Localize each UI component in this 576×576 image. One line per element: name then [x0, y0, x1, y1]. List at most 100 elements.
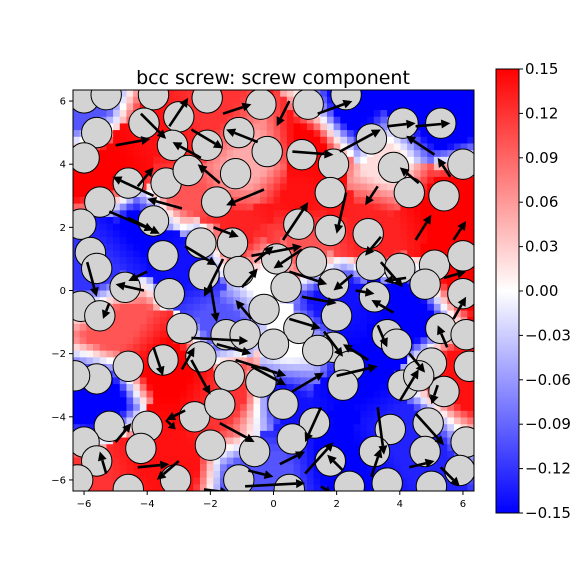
heatmap-cell — [300, 364, 308, 372]
heatmap-cell — [213, 243, 221, 251]
heatmap-cell — [186, 390, 194, 399]
heatmap-cell — [413, 330, 422, 338]
heatmap-cell — [320, 330, 328, 338]
heatmap-cell — [86, 283, 94, 292]
heatmap-cell — [166, 216, 174, 225]
atom-marker — [73, 142, 100, 174]
heatmap-cell — [260, 424, 268, 432]
atom-marker — [223, 255, 255, 288]
heatmap-cell — [99, 156, 108, 165]
heatmap-cell — [213, 484, 221, 491]
heatmap-cell — [220, 297, 228, 305]
atom-marker — [219, 158, 252, 190]
heatmap-cell — [360, 103, 368, 111]
heatmap-cell — [413, 297, 422, 305]
heatmap-cell — [347, 150, 355, 158]
heatmap-cell — [153, 377, 161, 385]
heatmap-cell — [199, 297, 208, 305]
heatmap-cell — [353, 330, 361, 338]
heatmap-cell — [453, 130, 462, 138]
heatmap-cell — [433, 176, 442, 185]
heatmap-cell — [433, 143, 442, 151]
heatmap-cell — [233, 190, 241, 198]
heatmap-cell — [199, 317, 208, 325]
heatmap-cell — [106, 156, 114, 165]
heatmap-cell — [460, 310, 468, 318]
heatmap-cell — [173, 390, 181, 399]
heatmap-cell — [280, 96, 288, 104]
heatmap-cell — [220, 136, 228, 145]
heatmap-cell — [226, 210, 234, 218]
heatmap-cell — [433, 464, 442, 472]
arrow-layer — [85, 97, 467, 491]
heatmap-cell — [113, 303, 121, 312]
heatmap-cell — [119, 397, 128, 405]
heatmap-cell — [240, 90, 248, 98]
heatmap-cell — [233, 150, 241, 158]
heatmap-cell — [413, 343, 422, 352]
heatmap-cell — [266, 130, 275, 138]
heatmap-cell — [353, 176, 361, 185]
heatmap-cell — [79, 357, 87, 365]
heatmap-cell — [353, 250, 361, 258]
heatmap-cell — [420, 96, 428, 104]
heatmap-cell — [73, 123, 81, 131]
displacement-arrow — [406, 135, 436, 156]
heatmap-cell — [119, 163, 128, 171]
heatmap-cell — [159, 417, 168, 425]
heatmap-cell — [360, 424, 368, 432]
heatmap-cell — [293, 410, 301, 419]
heatmap-cell — [413, 130, 422, 138]
heatmap-cell — [260, 196, 268, 205]
heatmap-cell — [73, 116, 81, 125]
heatmap-cell — [453, 103, 462, 111]
heatmap-cell — [440, 277, 448, 285]
heatmap-cell — [433, 297, 442, 305]
heatmap-cell — [280, 210, 288, 218]
heatmap-cell — [186, 190, 194, 198]
heatmap-cell — [280, 136, 288, 145]
displacement-arrow — [371, 300, 395, 314]
heatmap-cell — [360, 96, 368, 104]
heatmap-cell — [447, 223, 455, 231]
heatmap-cell — [367, 323, 375, 332]
heatmap-cell — [166, 390, 174, 399]
heatmap-cell — [146, 163, 154, 171]
heatmap-cell — [99, 397, 108, 405]
heatmap-cell — [186, 90, 194, 98]
heatmap-cell — [226, 417, 234, 425]
heatmap-cell — [273, 90, 281, 98]
heatmap-cell — [306, 183, 315, 191]
heatmap-cell — [273, 190, 281, 198]
heatmap-cell — [387, 397, 395, 405]
heatmap-cell — [326, 250, 335, 258]
heatmap-cell — [380, 377, 388, 385]
displacement-arrow — [190, 128, 223, 149]
heatmap-cell — [460, 390, 468, 399]
heatmap-cell — [206, 484, 214, 491]
heatmap-cell — [133, 270, 141, 278]
heatmap-cell — [159, 437, 168, 445]
heatmap-cell — [440, 343, 448, 352]
heatmap-cell — [400, 216, 408, 225]
heatmap-cell — [407, 317, 415, 325]
heatmap-cell — [460, 417, 468, 425]
heatmap-cell — [433, 90, 442, 98]
heatmap-cell — [360, 150, 368, 158]
heatmap-cell — [340, 263, 348, 272]
heatmap-cell — [119, 390, 128, 399]
heatmap-cell — [179, 183, 188, 191]
heatmap-cell — [320, 103, 328, 111]
heatmap-cell — [427, 103, 435, 111]
heatmap-cell — [106, 237, 114, 245]
heatmap-cell — [467, 270, 474, 278]
heatmap-cell — [300, 123, 308, 131]
heatmap-cell — [333, 143, 341, 151]
colorbar-gradient — [495, 68, 520, 514]
heatmap-cell — [347, 203, 355, 211]
heatmap-cell — [313, 116, 321, 125]
heatmap-cell — [360, 277, 368, 285]
heatmap-cell — [186, 130, 194, 138]
heatmap-cell — [193, 310, 201, 318]
heatmap-cell — [126, 430, 134, 439]
